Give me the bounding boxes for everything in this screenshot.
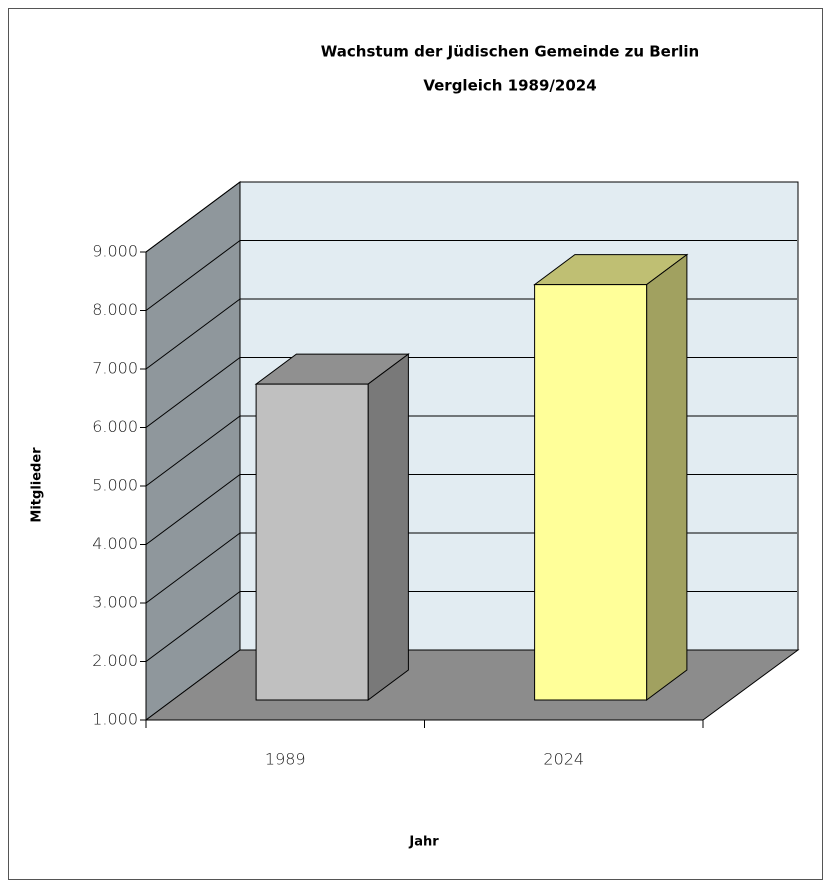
y-tick-label: 5.000 xyxy=(92,476,138,495)
y-tick-label: 1.000 xyxy=(92,710,138,729)
bar-side xyxy=(367,353,409,701)
grid-line xyxy=(145,181,241,253)
grid-line xyxy=(145,240,241,311)
y-tick-label: 3.000 xyxy=(92,593,138,612)
y-tick-label: 4.000 xyxy=(92,534,138,553)
grid-line xyxy=(145,532,241,604)
y-tick-label: 2.000 xyxy=(92,651,138,670)
x-axis-title: Jahr xyxy=(408,835,439,850)
grid-line xyxy=(145,474,241,545)
y-tick-label: 8.000 xyxy=(92,300,138,319)
bar-side xyxy=(646,253,688,701)
y-axis-title: Mitglieder xyxy=(30,447,45,523)
y-tick-label: 6.000 xyxy=(92,417,138,436)
grid-line xyxy=(145,415,241,487)
floor xyxy=(144,649,800,721)
grid-line xyxy=(145,298,241,370)
x-tick-label: 1989 xyxy=(265,750,306,769)
grid-line xyxy=(145,591,241,662)
bar xyxy=(534,284,648,701)
x-tick-label: 2024 xyxy=(543,750,584,769)
chart-title: Wachstum der Jüdischen Gemeinde zu Berli… xyxy=(321,43,699,61)
y-tick-label: 9.000 xyxy=(92,242,138,261)
bar xyxy=(255,383,369,701)
y-tick-label: 7.000 xyxy=(92,359,138,378)
chart-subtitle: Vergleich 1989/2024 xyxy=(423,77,596,95)
grid-line xyxy=(145,357,241,428)
